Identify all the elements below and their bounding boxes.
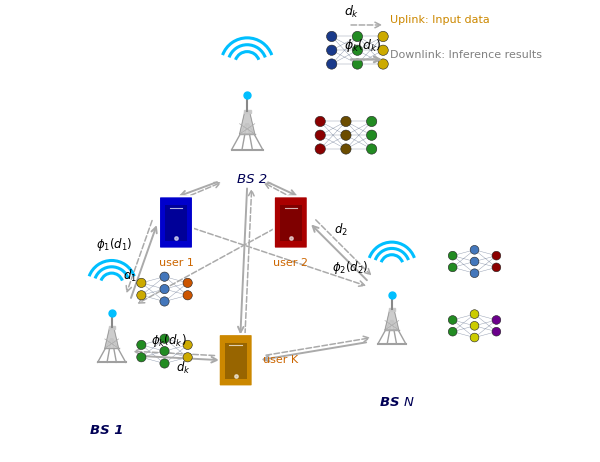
Circle shape xyxy=(470,245,479,254)
Circle shape xyxy=(378,59,388,69)
Polygon shape xyxy=(244,110,251,113)
Circle shape xyxy=(160,334,169,343)
Polygon shape xyxy=(389,308,395,310)
Polygon shape xyxy=(239,112,255,134)
FancyBboxPatch shape xyxy=(219,334,253,386)
Circle shape xyxy=(137,340,146,350)
Circle shape xyxy=(137,291,146,300)
Circle shape xyxy=(448,316,457,324)
Circle shape xyxy=(492,263,501,272)
Text: $\phi_1(d_1)$: $\phi_1(d_1)$ xyxy=(95,236,132,253)
Circle shape xyxy=(352,31,362,42)
Polygon shape xyxy=(109,327,115,329)
Circle shape xyxy=(492,316,501,324)
Circle shape xyxy=(183,291,192,300)
Text: BS 2: BS 2 xyxy=(237,173,267,187)
Circle shape xyxy=(470,333,479,342)
Circle shape xyxy=(183,278,192,287)
Circle shape xyxy=(341,116,351,127)
Circle shape xyxy=(160,359,169,368)
Circle shape xyxy=(492,251,501,260)
Text: user 1: user 1 xyxy=(158,258,193,268)
Text: Downlink: Inference results: Downlink: Inference results xyxy=(389,50,542,60)
Circle shape xyxy=(448,263,457,272)
Circle shape xyxy=(470,322,479,330)
Circle shape xyxy=(160,346,169,356)
Text: $\phi_2(d_2)$: $\phi_2(d_2)$ xyxy=(332,259,369,276)
Text: $\phi_k(d_k)$: $\phi_k(d_k)$ xyxy=(344,37,382,55)
Circle shape xyxy=(326,31,337,42)
Polygon shape xyxy=(105,328,119,348)
Circle shape xyxy=(367,130,377,140)
Circle shape xyxy=(160,272,169,281)
Circle shape xyxy=(315,144,325,154)
Text: $d_k$: $d_k$ xyxy=(176,360,190,376)
Circle shape xyxy=(341,144,351,154)
Circle shape xyxy=(160,285,169,294)
Circle shape xyxy=(367,116,377,127)
Text: Uplink: Input data: Uplink: Input data xyxy=(389,15,490,25)
Circle shape xyxy=(160,297,169,306)
Text: $d_2$: $d_2$ xyxy=(334,222,349,238)
Text: $\phi_k(d_k)$: $\phi_k(d_k)$ xyxy=(151,332,187,349)
Circle shape xyxy=(378,31,388,42)
Circle shape xyxy=(341,130,351,140)
Circle shape xyxy=(448,327,457,336)
Circle shape xyxy=(352,45,362,55)
Bar xyxy=(165,206,187,241)
FancyBboxPatch shape xyxy=(274,196,308,249)
Bar xyxy=(225,343,247,379)
Text: $d_1$: $d_1$ xyxy=(123,268,137,284)
Text: $d_k$: $d_k$ xyxy=(344,4,359,20)
Circle shape xyxy=(470,257,479,266)
Circle shape xyxy=(470,269,479,278)
Circle shape xyxy=(183,353,192,362)
Circle shape xyxy=(378,45,388,55)
Text: BS $N$: BS $N$ xyxy=(379,396,415,409)
Text: user K: user K xyxy=(263,354,298,365)
Circle shape xyxy=(470,310,479,318)
Circle shape xyxy=(326,45,337,55)
Circle shape xyxy=(137,278,146,287)
Circle shape xyxy=(315,130,325,140)
Circle shape xyxy=(448,251,457,260)
Polygon shape xyxy=(385,310,399,330)
Circle shape xyxy=(352,59,362,69)
Text: BS 1: BS 1 xyxy=(91,424,124,437)
Circle shape xyxy=(367,144,377,154)
Circle shape xyxy=(492,327,501,336)
Circle shape xyxy=(137,353,146,362)
FancyBboxPatch shape xyxy=(159,196,193,249)
Bar xyxy=(280,206,302,241)
Circle shape xyxy=(315,116,325,127)
Text: user 2: user 2 xyxy=(274,258,308,268)
Circle shape xyxy=(183,340,192,350)
Circle shape xyxy=(326,59,337,69)
